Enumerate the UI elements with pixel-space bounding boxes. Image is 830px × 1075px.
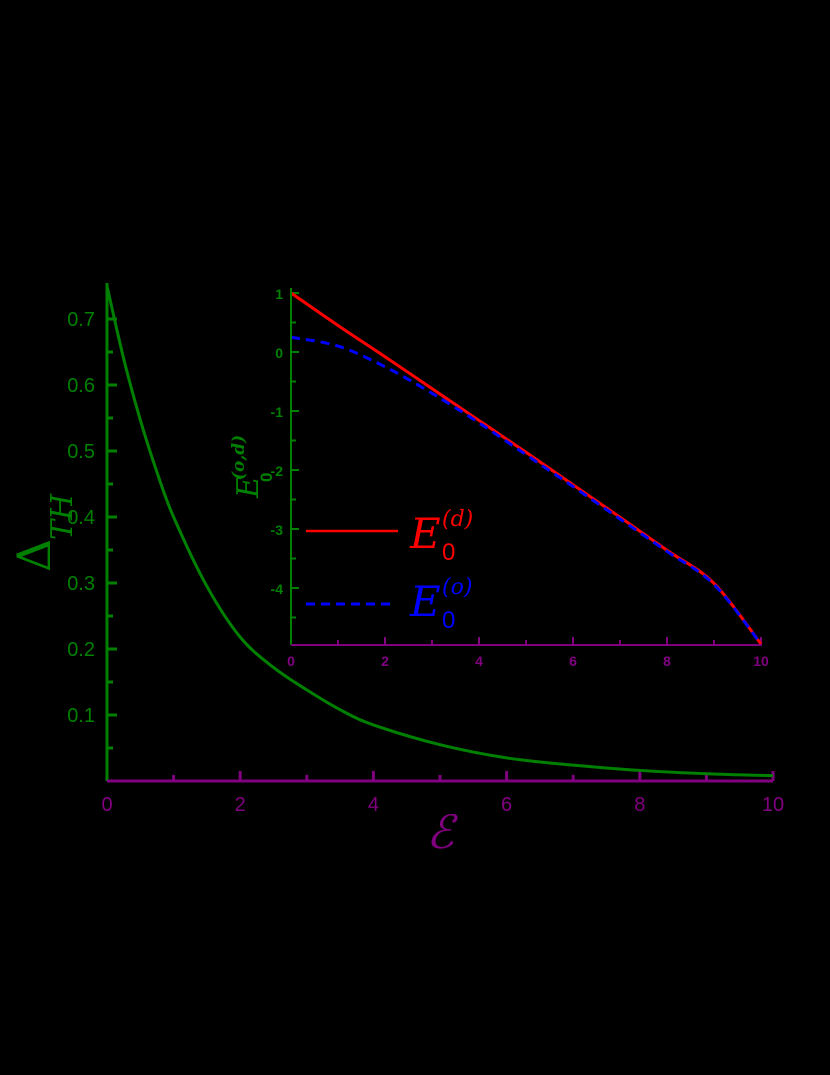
inset-y-tick-label: 0 <box>275 345 283 361</box>
inset-y-label-superscript: (o,d) <box>229 435 249 480</box>
inset-y-tick-label: -2 <box>271 463 284 479</box>
inset-x-tick-label: 8 <box>663 653 671 669</box>
inset-x-tick-label: 10 <box>753 653 769 669</box>
y-tick-label: 0.1 <box>67 705 95 727</box>
inset-y-tick-label: -3 <box>271 522 284 538</box>
y-tick-label: 0.3 <box>67 573 95 595</box>
legend-label-subscript: 0 <box>442 539 455 566</box>
x-tick-label: 8 <box>634 794 645 816</box>
legend-item-e0-o: E (o) 0 <box>306 575 472 634</box>
x-tick-label: 2 <box>235 794 246 816</box>
x-tick-label: 10 <box>762 794 784 816</box>
x-tick-label: 4 <box>368 794 379 816</box>
legend-label-subscript: 0 <box>442 607 455 634</box>
delta-th-curve <box>105 285 774 778</box>
legend-label-main: E <box>409 509 441 558</box>
main-y-ticks: 0.1 0.2 0.3 0.4 0.5 0.6 0.7 <box>67 309 117 750</box>
inset-legend: E (d) 0 E (o) 0 <box>306 507 473 634</box>
legend-label-main: E <box>409 577 441 626</box>
inset-x-tick-label: 0 <box>287 653 295 669</box>
legend-item-e0-d: E (d) 0 <box>306 507 473 566</box>
y-tick-label: 0.7 <box>67 309 95 331</box>
inset-y-ticks: 1 0 -1 -2 -3 -4 <box>271 286 299 619</box>
y-tick-label: 0.4 <box>67 507 95 529</box>
inset-x-tick-label: 2 <box>381 653 389 669</box>
main-y-axis-label: Δ TH <box>7 493 80 572</box>
y-tick-label: 0.5 <box>67 441 95 463</box>
y-tick-label: 0.2 <box>67 639 95 661</box>
y-label-subscript: TH <box>45 493 80 540</box>
inset-x-tick-label: 4 <box>475 653 483 669</box>
main-plot: 0.10.20.30.40.50.60.7 0 2 4 6 8 10 Δ TH ℰ <box>7 283 784 859</box>
x-tick-label: 0 <box>101 794 112 816</box>
y-label-delta: Δ <box>7 539 61 572</box>
inset-y-tick-label: 1 <box>275 286 283 302</box>
inset-y-tick-label: -1 <box>271 404 284 420</box>
inset-plot: 10-1-2-3-4 0 2 4 6 8 10 E (o,d) 0 E (d) 0 E (… <box>229 286 769 669</box>
inset-y-tick-label: -4 <box>271 581 284 597</box>
inset-x-tick-label: 6 <box>569 653 577 669</box>
legend-label-superscript: (d) <box>442 507 473 532</box>
y-tick-label: 0.6 <box>67 375 95 397</box>
inset-y-label-subscript: 0 <box>257 473 276 482</box>
inset-y-axis-label: E (o,d) 0 <box>229 435 276 499</box>
legend-label-superscript: (o) <box>442 575 472 600</box>
main-x-axis-label: ℰ <box>426 805 458 859</box>
x-tick-label: 6 <box>501 794 512 816</box>
e0-o-curve <box>290 335 763 645</box>
inset-y-label-main: E <box>231 476 266 499</box>
